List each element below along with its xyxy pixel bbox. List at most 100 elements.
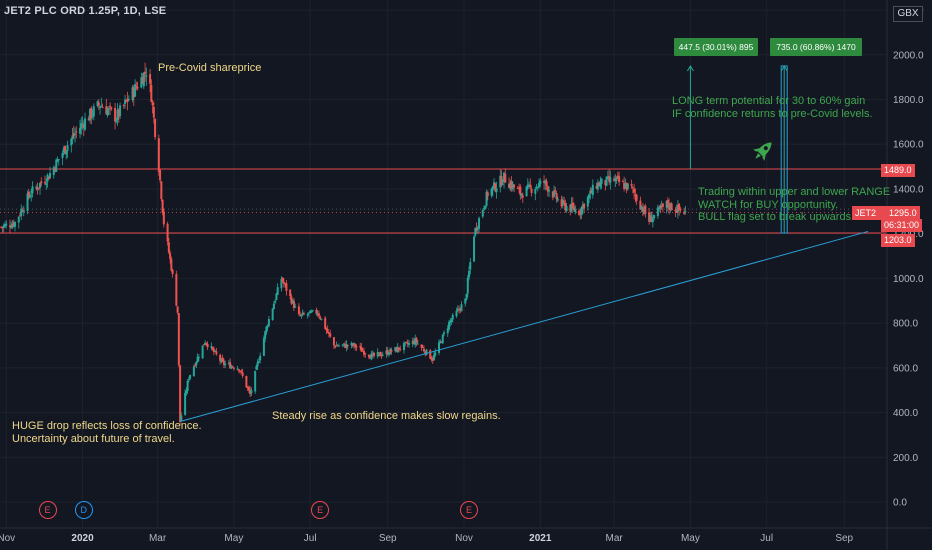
candle-body: [430, 357, 433, 360]
annotation-drop-line2: Uncertainty about future of travel.: [12, 433, 175, 445]
candle-body: [344, 343, 347, 348]
candle-body: [300, 314, 303, 316]
candle-body: [281, 277, 284, 282]
currency-label[interactable]: GBX: [893, 6, 923, 22]
candle-body: [320, 318, 323, 320]
candle-body: [215, 351, 218, 355]
candle-body: [354, 344, 357, 348]
candle-body: [509, 182, 512, 190]
x-tick-label: May: [681, 533, 700, 544]
candle-body: [659, 205, 662, 209]
candle-body: [292, 300, 295, 309]
candle-body: [30, 194, 33, 196]
candle-body: [267, 319, 270, 326]
candle-body: [150, 84, 153, 102]
candle-body: [570, 203, 573, 212]
candle-body: [678, 203, 681, 210]
candle-body: [82, 124, 85, 128]
candle-body: [152, 106, 155, 118]
candle-body: [405, 341, 408, 343]
earnings-event-marker[interactable]: E: [38, 501, 57, 519]
candle-body: [189, 375, 192, 379]
candle-body: [586, 196, 589, 207]
candle-body: [297, 306, 300, 315]
candle-body: [256, 361, 259, 367]
candle-body: [134, 84, 137, 97]
candle-body: [142, 72, 145, 87]
y-tick-label: 2000.0: [893, 50, 924, 61]
candle-body: [372, 352, 375, 357]
candle-body: [100, 105, 103, 107]
candle-body: [574, 209, 577, 213]
candle-body: [316, 313, 319, 315]
candle-body: [230, 365, 233, 369]
candle-body: [26, 193, 29, 211]
candle-body: [71, 135, 74, 139]
candle-body: [186, 380, 189, 392]
candle-body: [361, 350, 364, 352]
candle-body: [634, 194, 637, 196]
candle-body: [185, 390, 188, 394]
candle-body: [548, 190, 551, 192]
candle-body: [246, 386, 249, 388]
candle-body: [615, 177, 618, 179]
candle-body: [621, 181, 624, 183]
candle-body: [536, 187, 539, 189]
candle-body: [201, 345, 204, 359]
symbol-title[interactable]: JET2 PLC ORD 1.25P, 1D, LSE: [4, 5, 167, 17]
candle-body: [257, 361, 260, 363]
candle-body: [421, 347, 424, 349]
earnings-event-marker[interactable]: E: [460, 501, 479, 519]
candle-body: [554, 190, 557, 192]
candle-body: [486, 192, 489, 197]
candle-body: [127, 99, 130, 101]
candle-body: [518, 187, 521, 189]
target-60-percent-label[interactable]: 735.0 (60.86%) 1470: [770, 38, 862, 56]
candle-body: [420, 344, 423, 348]
candle-body: [394, 347, 397, 351]
candle-body: [187, 378, 190, 381]
candle-body: [315, 309, 318, 314]
price-axis: 2200.02000.01800.01600.01400.01200.01000…: [886, 0, 924, 550]
annotation-range-line3: BULL flag set to break upwards.: [698, 211, 855, 223]
candle-body: [526, 184, 529, 188]
earnings-event-marker[interactable]: E: [311, 501, 330, 519]
candle-body: [553, 190, 556, 197]
candle-body: [311, 310, 314, 312]
candle-body: [90, 107, 93, 118]
candle-body: [319, 316, 322, 319]
candle-body: [179, 365, 182, 422]
candle-body: [336, 345, 339, 347]
candle-body: [465, 294, 468, 300]
candle-body: [443, 332, 446, 335]
upper-level-price-tag: 1489.0: [881, 164, 915, 177]
drawing-overlays: [179, 65, 869, 422]
candle-body: [35, 186, 38, 189]
dividend-event-marker[interactable]: D: [74, 501, 93, 519]
candle-body: [66, 145, 69, 151]
candle-body: [171, 269, 174, 274]
candle-body: [350, 343, 353, 346]
candle-body: [450, 319, 453, 322]
candle-body: [341, 344, 344, 346]
candle-body: [669, 203, 672, 211]
x-tick-label: Mar: [605, 533, 623, 544]
candle-body: [87, 118, 90, 121]
candle-body: [264, 331, 267, 339]
candle-body: [569, 204, 572, 212]
candle-body: [197, 357, 200, 359]
candle-body: [177, 313, 180, 366]
candle-body: [609, 177, 612, 183]
candle-body: [106, 109, 109, 116]
candle-body: [196, 356, 199, 363]
candle-body: [39, 182, 42, 188]
candle-body: [294, 306, 297, 308]
target-30-percent-label[interactable]: 447.5 (30.01%) 895: [674, 38, 758, 56]
candle-body: [2, 225, 5, 228]
candle-body: [630, 184, 633, 187]
candle-body: [648, 212, 651, 222]
y-tick-label: 600.0: [893, 363, 918, 374]
candle-body: [202, 344, 205, 346]
candle-body: [455, 310, 458, 317]
